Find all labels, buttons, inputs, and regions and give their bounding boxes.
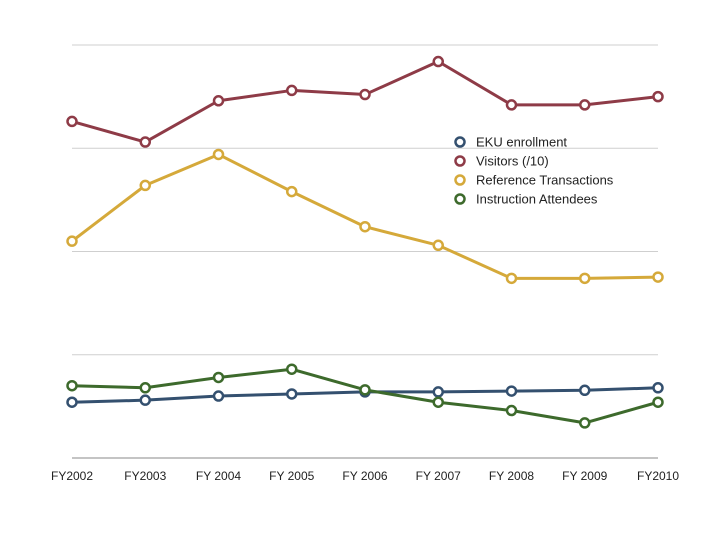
- data-point: [579, 384, 591, 397]
- data-point: [212, 371, 225, 384]
- data-point: [286, 363, 298, 375]
- data-point: [139, 136, 151, 148]
- legend-marker: [454, 136, 466, 148]
- series-1: [66, 55, 664, 148]
- legend-marker: [454, 174, 466, 186]
- x-tick-label: FY2010: [637, 469, 679, 483]
- series-2: [66, 148, 664, 285]
- data-point: [66, 379, 78, 392]
- x-tick-label: FY 2004: [196, 469, 241, 483]
- data-point: [139, 394, 151, 406]
- data-point: [652, 396, 664, 408]
- x-tick-label: FY 2009: [562, 469, 607, 483]
- data-point: [505, 404, 518, 417]
- data-point: [66, 235, 78, 247]
- data-point: [359, 384, 371, 396]
- x-tick-label: FY 2005: [269, 469, 314, 483]
- data-point: [139, 382, 151, 394]
- data-point: [212, 95, 225, 107]
- data-point: [505, 385, 518, 397]
- gridlines: [72, 44, 658, 356]
- data-point: [212, 148, 225, 161]
- data-point: [359, 88, 371, 101]
- series-group: [66, 55, 664, 429]
- data-point: [286, 185, 298, 198]
- x-axis: FY2002 FY2003 FY 2004 FY 2005 FY 2006 FY 2007…: [51, 457, 679, 483]
- data-point: [432, 396, 444, 408]
- data-point: [505, 99, 518, 111]
- data-point: [139, 179, 151, 192]
- data-point: [359, 220, 371, 233]
- data-point: [652, 382, 664, 394]
- data-point: [652, 90, 664, 103]
- legend-label: Reference Transactions: [476, 173, 614, 188]
- x-tick-label: FY 2006: [342, 469, 387, 483]
- data-point: [579, 99, 591, 111]
- legend-label: EKU enrollment: [476, 135, 567, 150]
- data-point: [286, 84, 298, 97]
- legend: EKU enrollment Visitors (/10) Reference Tr…: [454, 135, 614, 207]
- data-point: [432, 239, 444, 252]
- x-tick-label: FY2002: [51, 469, 93, 483]
- data-point: [579, 272, 591, 285]
- data-point: [286, 388, 298, 400]
- series-line: [70, 60, 660, 144]
- x-tick-label: FY2003: [124, 469, 166, 483]
- data-point: [432, 55, 444, 68]
- legend-label: Instruction Attendees: [476, 192, 598, 207]
- data-point: [652, 271, 664, 283]
- data-point: [579, 417, 591, 429]
- data-point: [66, 115, 78, 128]
- data-point: [505, 272, 518, 285]
- legend-label: Visitors (/10): [476, 154, 549, 169]
- data-point: [66, 396, 78, 408]
- legend-marker: [454, 155, 466, 167]
- x-tick-label: FY 2008: [489, 469, 534, 483]
- x-tick-label: FY 2007: [416, 469, 461, 483]
- legend-marker: [454, 193, 466, 205]
- series-3: [66, 363, 664, 429]
- data-point: [432, 386, 444, 398]
- data-point: [212, 390, 225, 402]
